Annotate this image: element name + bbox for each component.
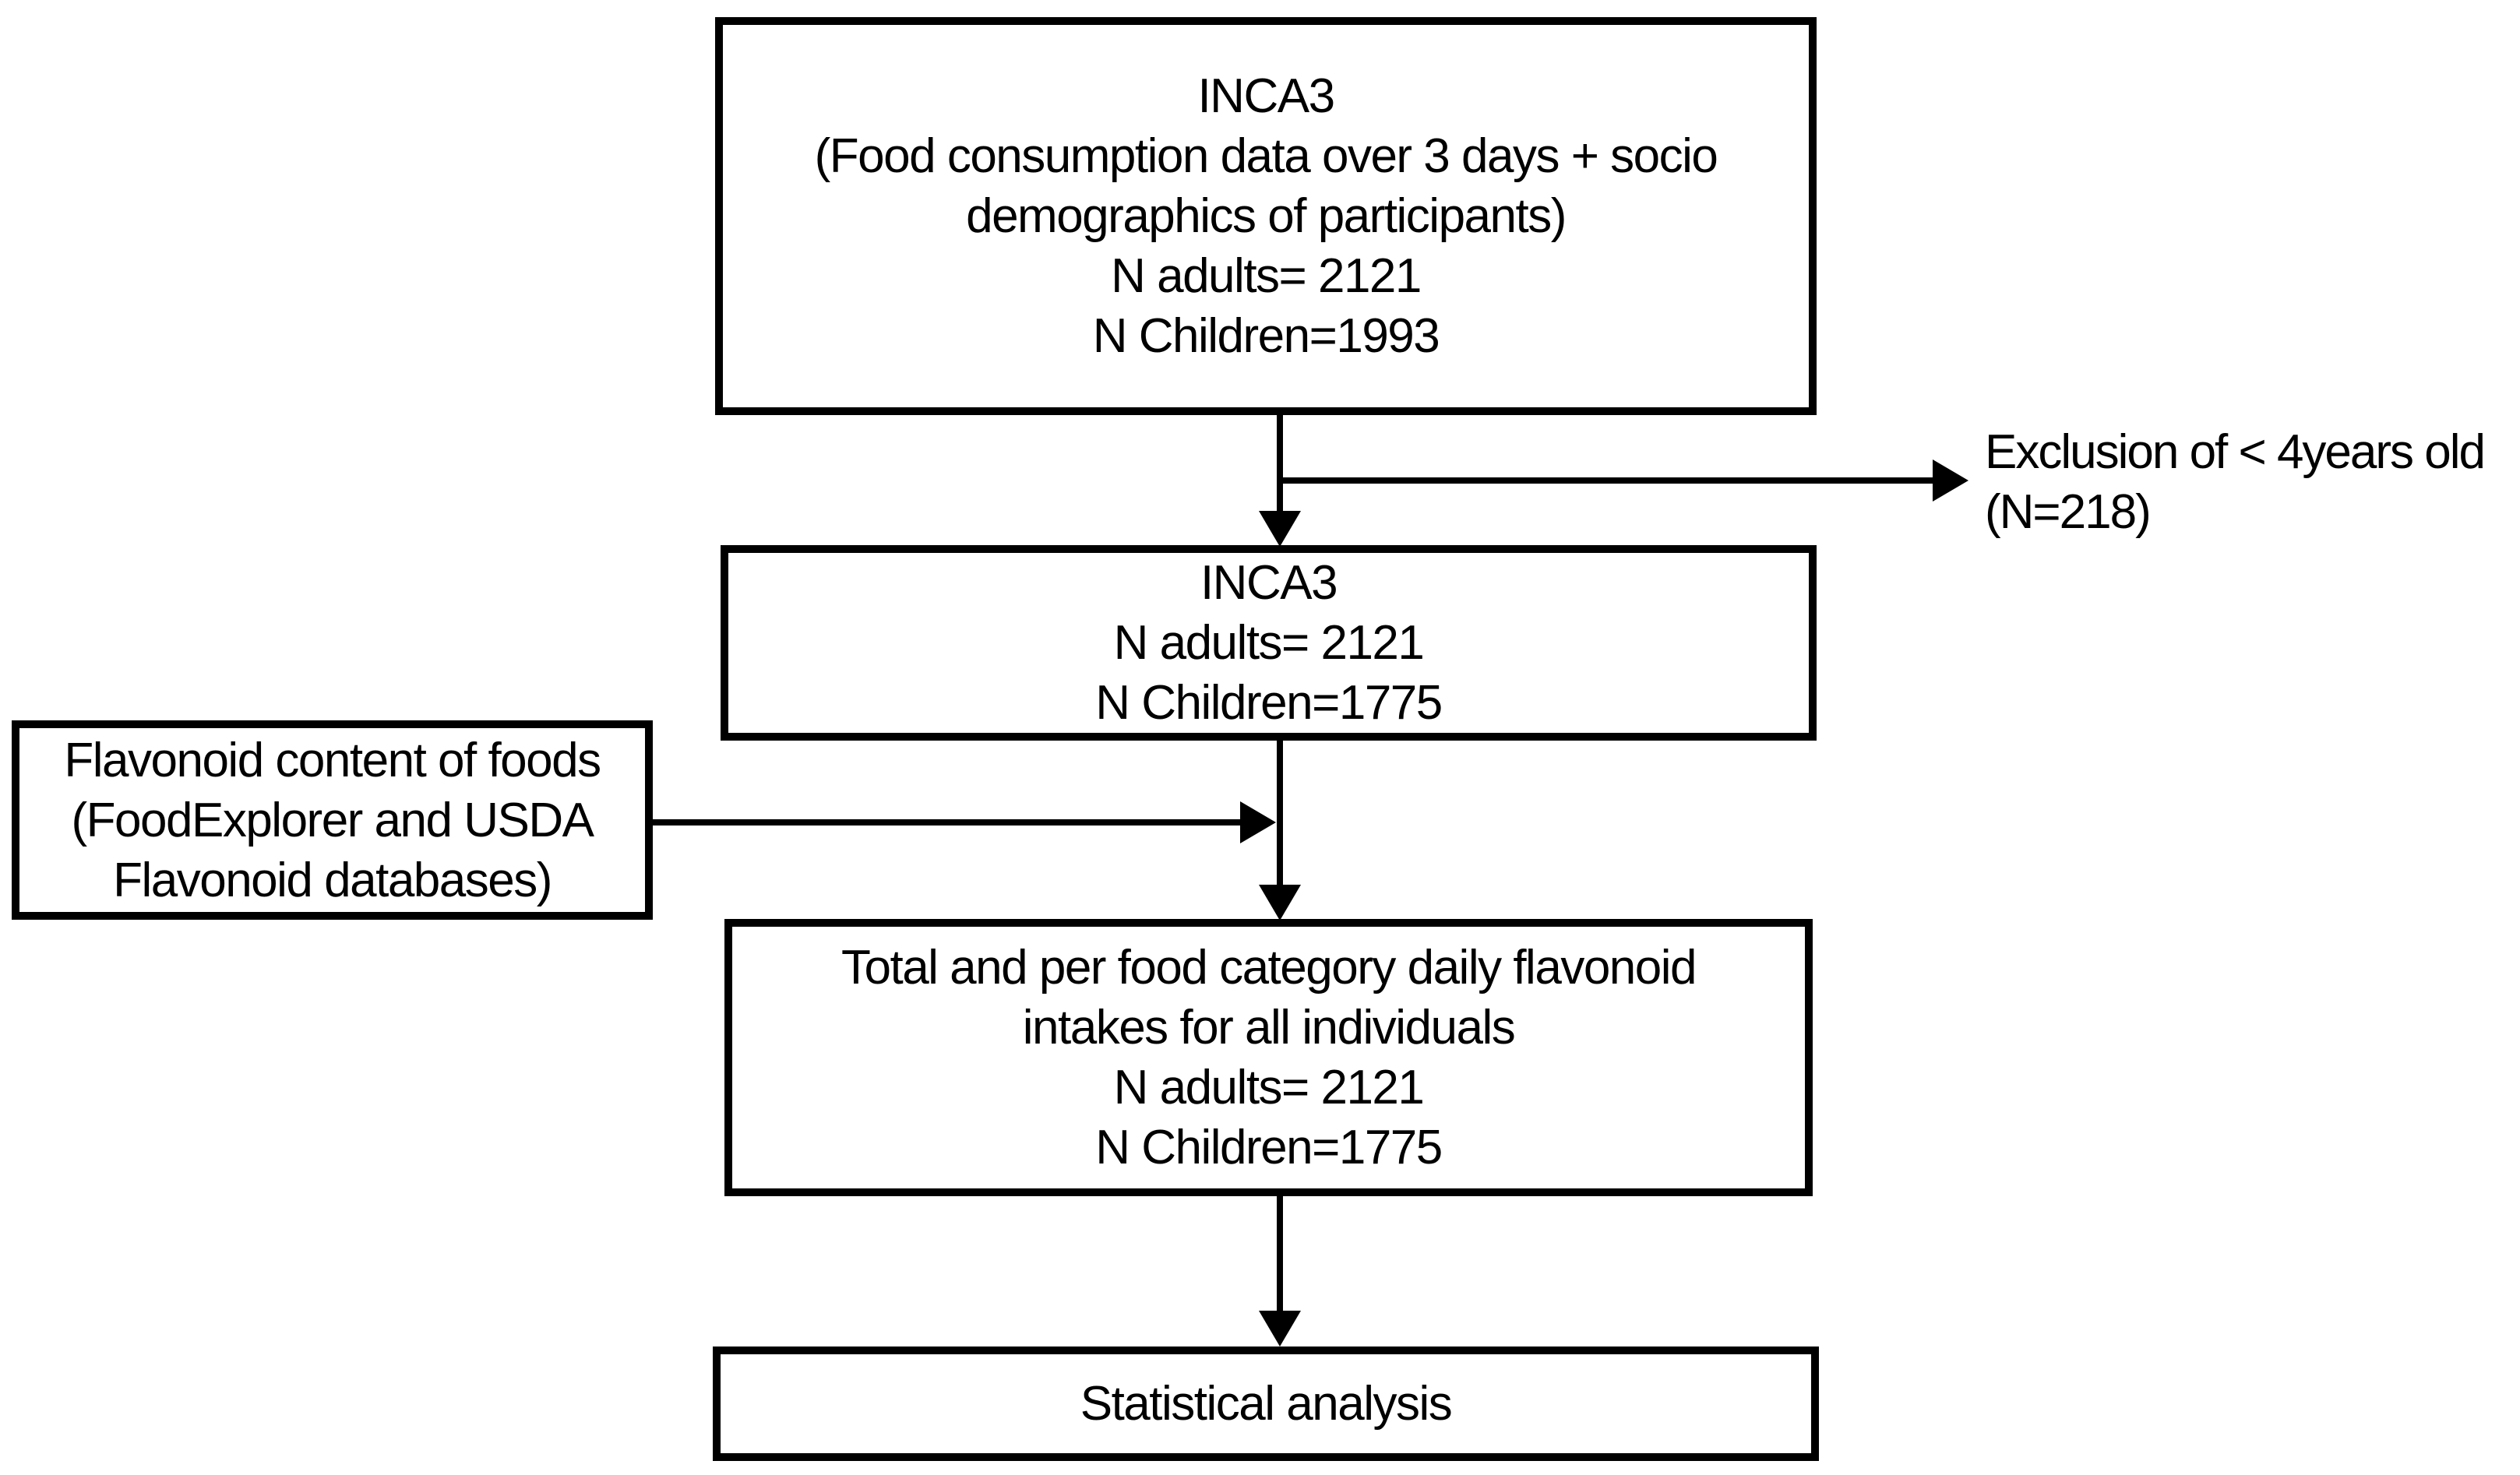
exclusion-annotation: Exclusion of < 4years old (N=218) <box>1985 422 2486 542</box>
box-flavonoid-content: Flavonoid content of foods (FoodExplorer… <box>12 720 653 920</box>
exclusion-line: (N=218) <box>1985 485 2152 539</box>
box-inca3-filtered-line: INCA3 <box>1200 556 1338 610</box>
box-flavonoid-intakes: Total and per food category daily flavon… <box>724 919 1813 1196</box>
arrow-right-icon <box>1933 459 1968 502</box>
box-flavonoid-intakes-line: intakes for all individuals <box>1022 1001 1516 1054</box>
box-flavonoid-intakes-line: Total and per food category daily flavon… <box>841 941 1697 994</box>
box-inca3-source-line: (Food consumption data over 3 days + soc… <box>814 129 1718 183</box>
arrow-down-icon <box>1259 885 1301 921</box>
box-inca3-source-line: N Children=1993 <box>1092 309 1440 363</box>
arrow-right-icon <box>1240 801 1276 843</box>
box-statistical-analysis-line: Statistical analysis <box>1080 1377 1453 1431</box>
box-inca3-source-line: N adults= 2121 <box>1111 249 1422 303</box>
box-flavonoid-content-line: (FoodExplorer and USDA <box>71 793 594 847</box>
exclusion-line: Exclusion of < 4years old <box>1985 425 2486 479</box>
connector-flavonoid-to-flow <box>653 819 1240 826</box>
box-inca3-source: INCA3 (Food consumption data over 3 days… <box>715 17 1817 415</box>
connector-exclusion-branch <box>1280 477 1933 484</box>
connector-intakes-to-stats <box>1277 1196 1283 1311</box>
connector-top-to-filtered <box>1277 415 1283 516</box>
box-flavonoid-content-line: Flavonoid databases) <box>113 853 552 907</box>
arrow-down-icon <box>1259 511 1301 547</box>
box-inca3-filtered-line: N Children=1775 <box>1095 676 1443 730</box>
arrow-down-icon <box>1259 1311 1301 1347</box>
box-inca3-source-line: demographics of participants) <box>966 189 1567 243</box>
box-inca3-filtered-line: N adults= 2121 <box>1113 616 1425 670</box>
box-flavonoid-intakes-line: N Children=1775 <box>1095 1121 1443 1174</box>
box-statistical-analysis: Statistical analysis <box>713 1347 1819 1461</box>
connector-filtered-to-intakes <box>1277 741 1283 885</box>
box-inca3-source-line: INCA3 <box>1197 69 1335 123</box>
box-flavonoid-content-line: Flavonoid content of foods <box>64 733 601 787</box>
box-flavonoid-intakes-line: N adults= 2121 <box>1113 1061 1425 1114</box>
box-inca3-filtered: INCA3 N adults= 2121 N Children=1775 <box>721 545 1817 741</box>
